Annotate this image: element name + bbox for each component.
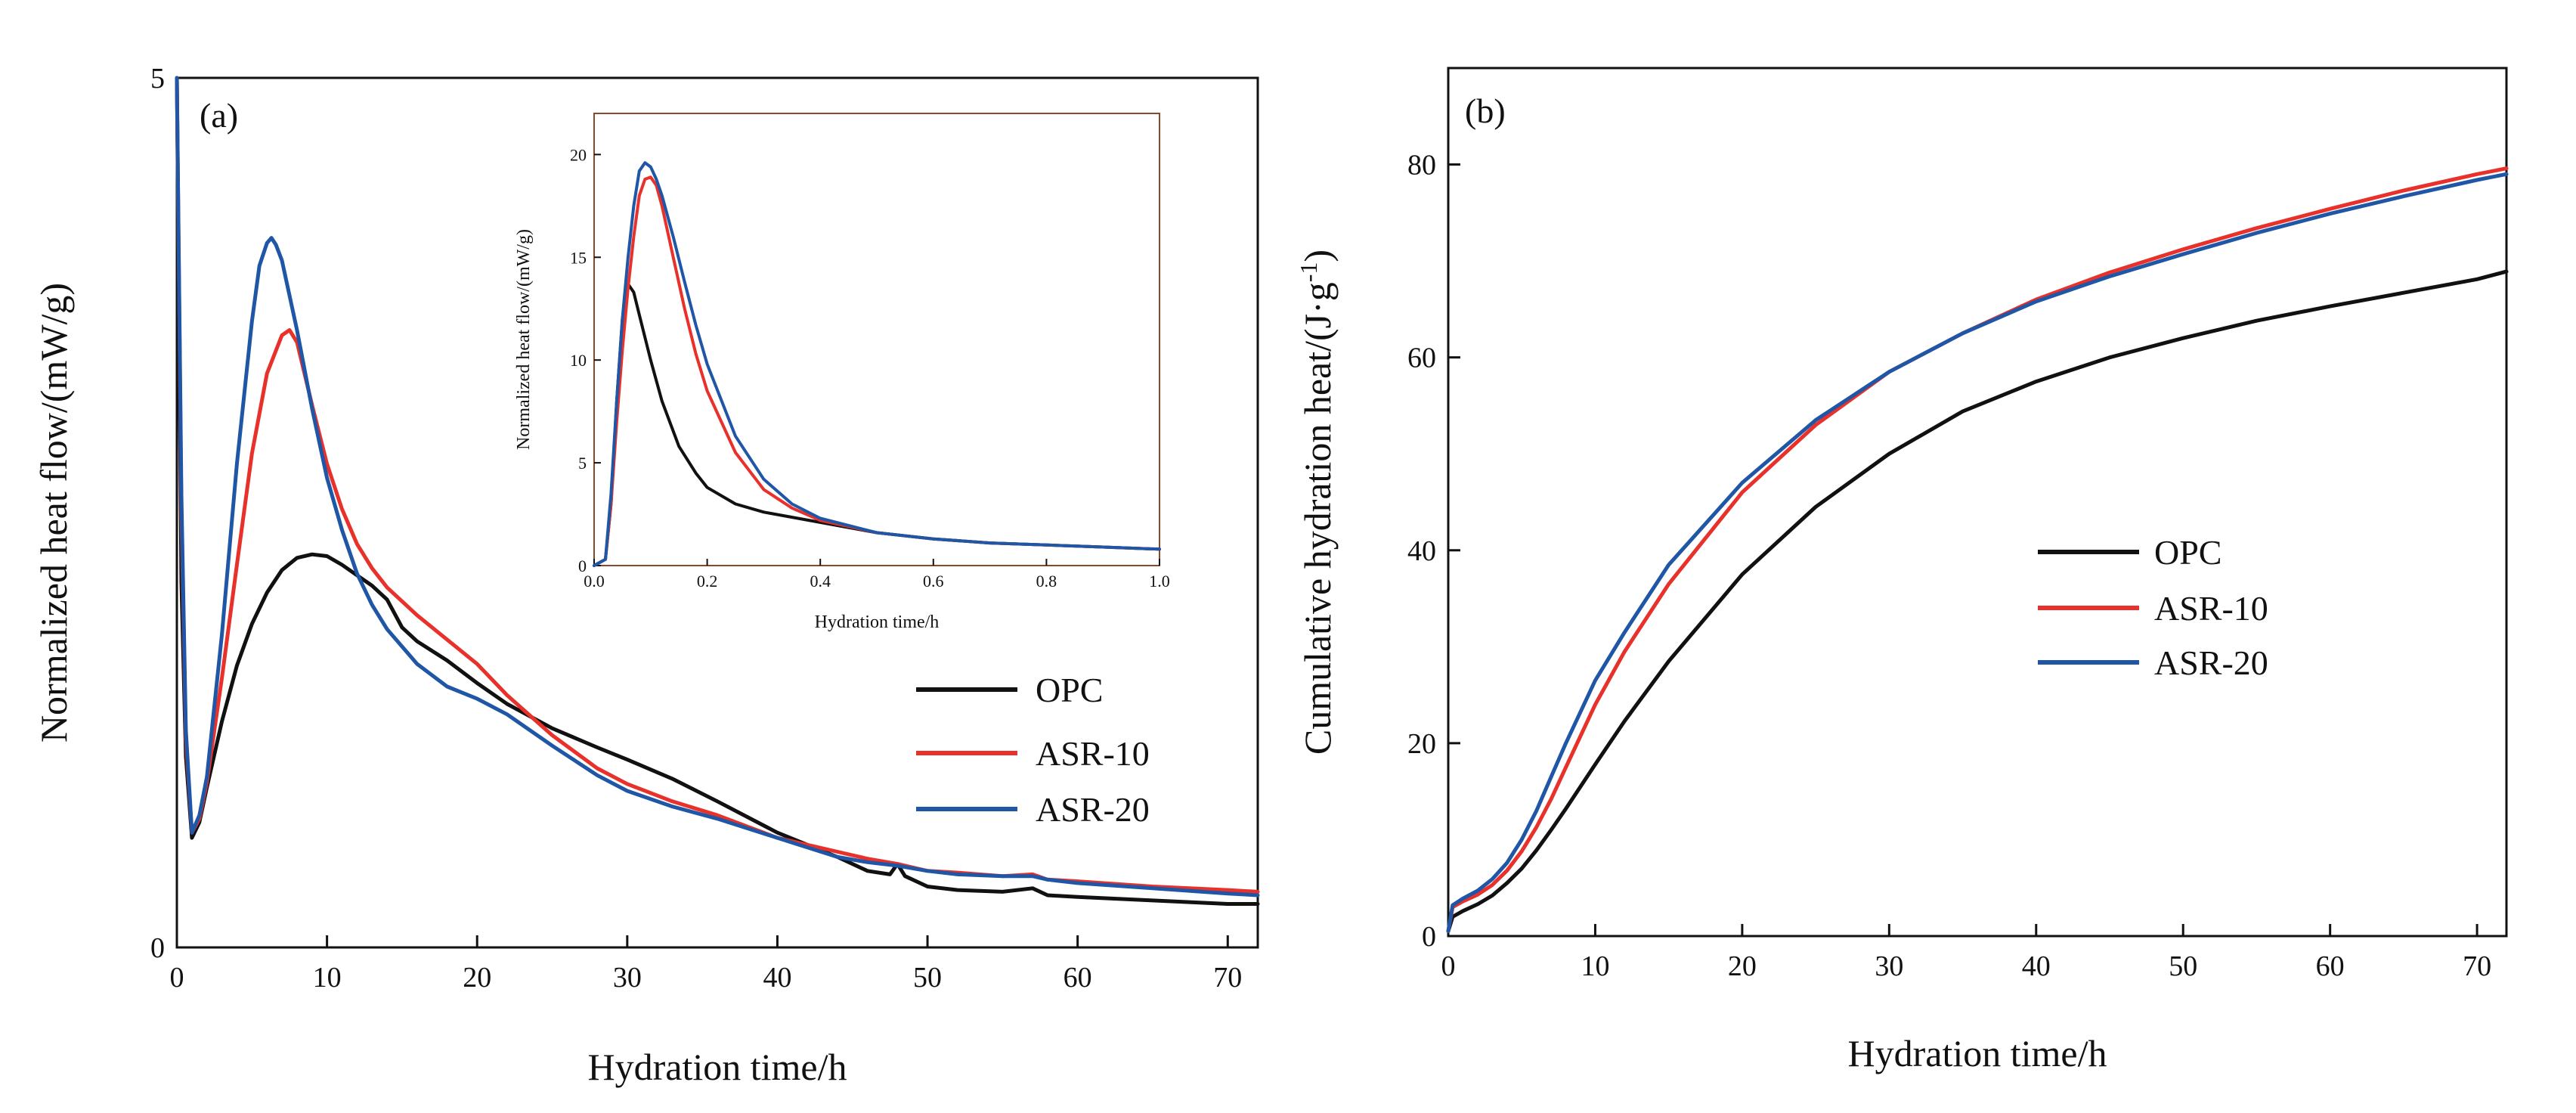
panel-b-y-ticks: 0 20 40 60 80 <box>1407 150 1460 953</box>
inset-y-tick-label-0: 0 <box>578 556 587 575</box>
panel-b-x-tick-label-4: 40 <box>2022 950 2051 982</box>
panel-b-y-tick-label-3: 60 <box>1407 343 1436 374</box>
panel-a-y-tick-label-1: 5 <box>150 63 165 95</box>
panel-b-y-tick-label-2: 40 <box>1407 535 1436 567</box>
panel-a-x-tick-label-7: 70 <box>1213 962 1242 994</box>
panel-b-y-tick-label-4: 80 <box>1407 150 1436 181</box>
panel-a-legend-item-asr10: ASR-10 <box>916 734 1150 773</box>
inset-x-tick-label-0: 0.0 <box>584 572 605 591</box>
panel-a-x-tick-label-0: 0 <box>170 962 184 994</box>
panel-b-y-tick-label-1: 20 <box>1407 728 1436 760</box>
panel-a-x-tick-label-3: 30 <box>613 962 642 994</box>
panel-b-series <box>1446 166 2509 934</box>
inset-x-ticks: 0.0 0.2 0.4 0.6 0.8 1.0 <box>584 559 1170 591</box>
inset-chart: 0.0 0.2 0.4 0.6 0.8 1.0 0 5 10 15 20 Hydration ti… <box>514 113 1170 632</box>
inset-y-axis-title: Normalized heat flow/(mW/g) <box>514 229 534 450</box>
panel-a-y-tick-label-0: 0 <box>150 932 165 964</box>
panel-a-legend-item-asr20: ASR-20 <box>916 790 1150 829</box>
panel-b-x-tick-label-0: 0 <box>1441 950 1456 982</box>
panel-b-x-tick-label-6: 60 <box>2316 950 2345 982</box>
panel-b-legend-label-asr20: ASR-20 <box>2154 643 2268 682</box>
inset-y-tick-label-2: 10 <box>570 351 587 370</box>
panel-a-x-tick-label-6: 60 <box>1064 962 1092 994</box>
panel-b-legend-label-opc: OPC <box>2154 533 2221 572</box>
panel-a-x-tick-label-4: 40 <box>763 962 791 994</box>
panel-a-x-ticks: 0 10 20 30 40 50 60 70 <box>170 935 1242 994</box>
panel-b-y-axis-title-main: Cumulative hydration heat/(J·g <box>1296 282 1339 755</box>
panel-a-legend-label-asr10: ASR-10 <box>1036 734 1150 773</box>
panel-b-y-axis-title-close: ) <box>1296 250 1339 262</box>
panel-a-legend: OPC ASR-10 ASR-20 <box>916 671 1150 829</box>
panel-a-x-tick-label-1: 10 <box>313 962 342 994</box>
panel-b-label: (b) <box>1465 91 1506 130</box>
panel-b-series-asr20 <box>1446 172 2509 934</box>
panel-a: 0 10 20 30 40 50 60 70 05 (a) Hydration time/h … <box>33 63 1260 1088</box>
panel-b-y-tick-label-0: 0 <box>1422 921 1436 953</box>
panel-a-x-tick-label-2: 20 <box>463 962 491 994</box>
panel-a-legend-item-opc: OPC <box>916 671 1103 709</box>
panel-a-series <box>175 76 1260 906</box>
inset-x-tick-label-1: 0.2 <box>697 572 718 591</box>
inset-series <box>593 161 1161 567</box>
panel-b-y-axis-title-sup: -1 <box>1295 262 1322 283</box>
panel-b-series-opc <box>1446 269 2509 934</box>
inset-x-tick-label-2: 0.4 <box>810 572 831 591</box>
panel-b-x-ticks: 0 10 20 30 40 50 60 70 <box>1441 924 2491 982</box>
panel-a-x-tick-label-5: 50 <box>913 962 942 994</box>
panel-b-legend-item-asr20: ASR-20 <box>2038 643 2268 682</box>
panel-b-legend-label-asr10: ASR-10 <box>2154 589 2268 628</box>
panel-a-series-asr20 <box>175 76 1260 898</box>
panel-b-frame <box>1447 67 2508 938</box>
panel-a-legend-label-opc: OPC <box>1036 671 1103 709</box>
panel-b-series-asr10 <box>1446 166 2509 934</box>
panel-b-legend: OPC ASR-10 ASR-20 <box>2038 533 2268 682</box>
inset-y-tick-label-4: 20 <box>570 145 587 164</box>
panel-b-y-axis-title: Cumulative hydration heat/(J·g-1) <box>1295 250 1339 755</box>
panel-a-frame <box>175 76 1259 949</box>
panel-b-legend-item-opc: OPC <box>2038 533 2221 572</box>
inset-x-tick-label-5: 1.0 <box>1149 572 1170 591</box>
panel-b-x-tick-label-7: 70 <box>2463 950 2491 982</box>
panel-a-legend-label-asr20: ASR-20 <box>1036 790 1150 829</box>
panel-b: 0 10 20 30 40 50 60 70 0 20 40 60 80 (b) Hydration … <box>1295 67 2509 1074</box>
panel-a-y-ticks: 05 <box>150 63 189 964</box>
panel-a-series-opc <box>175 76 1260 906</box>
panel-b-x-tick-label-3: 30 <box>1875 950 1903 982</box>
panel-a-y-axis-title: Normalized heat flow/(mW/g) <box>33 283 75 743</box>
panel-b-x-axis-title: Hydration time/h <box>1848 1032 2107 1074</box>
panel-a-label: (a) <box>200 96 238 135</box>
inset-y-tick-label-3: 15 <box>570 248 587 267</box>
inset-x-axis-title: Hydration time/h <box>815 612 940 632</box>
panel-a-x-axis-title: Hydration time/h <box>588 1046 847 1088</box>
panel-b-x-tick-label-1: 10 <box>1581 950 1609 982</box>
inset-frame <box>593 113 1160 566</box>
inset-x-tick-label-3: 0.6 <box>923 572 944 591</box>
inset-series-asr20 <box>593 161 1161 567</box>
inset-y-ticks: 0 5 10 15 20 <box>570 145 601 575</box>
panel-b-x-tick-label-2: 20 <box>1728 950 1757 982</box>
panel-b-x-tick-label-5: 50 <box>2169 950 2197 982</box>
panel-b-legend-item-asr10: ASR-10 <box>2038 589 2268 628</box>
inset-y-tick-label-1: 5 <box>578 454 587 473</box>
inset-x-tick-label-4: 0.8 <box>1036 572 1057 591</box>
